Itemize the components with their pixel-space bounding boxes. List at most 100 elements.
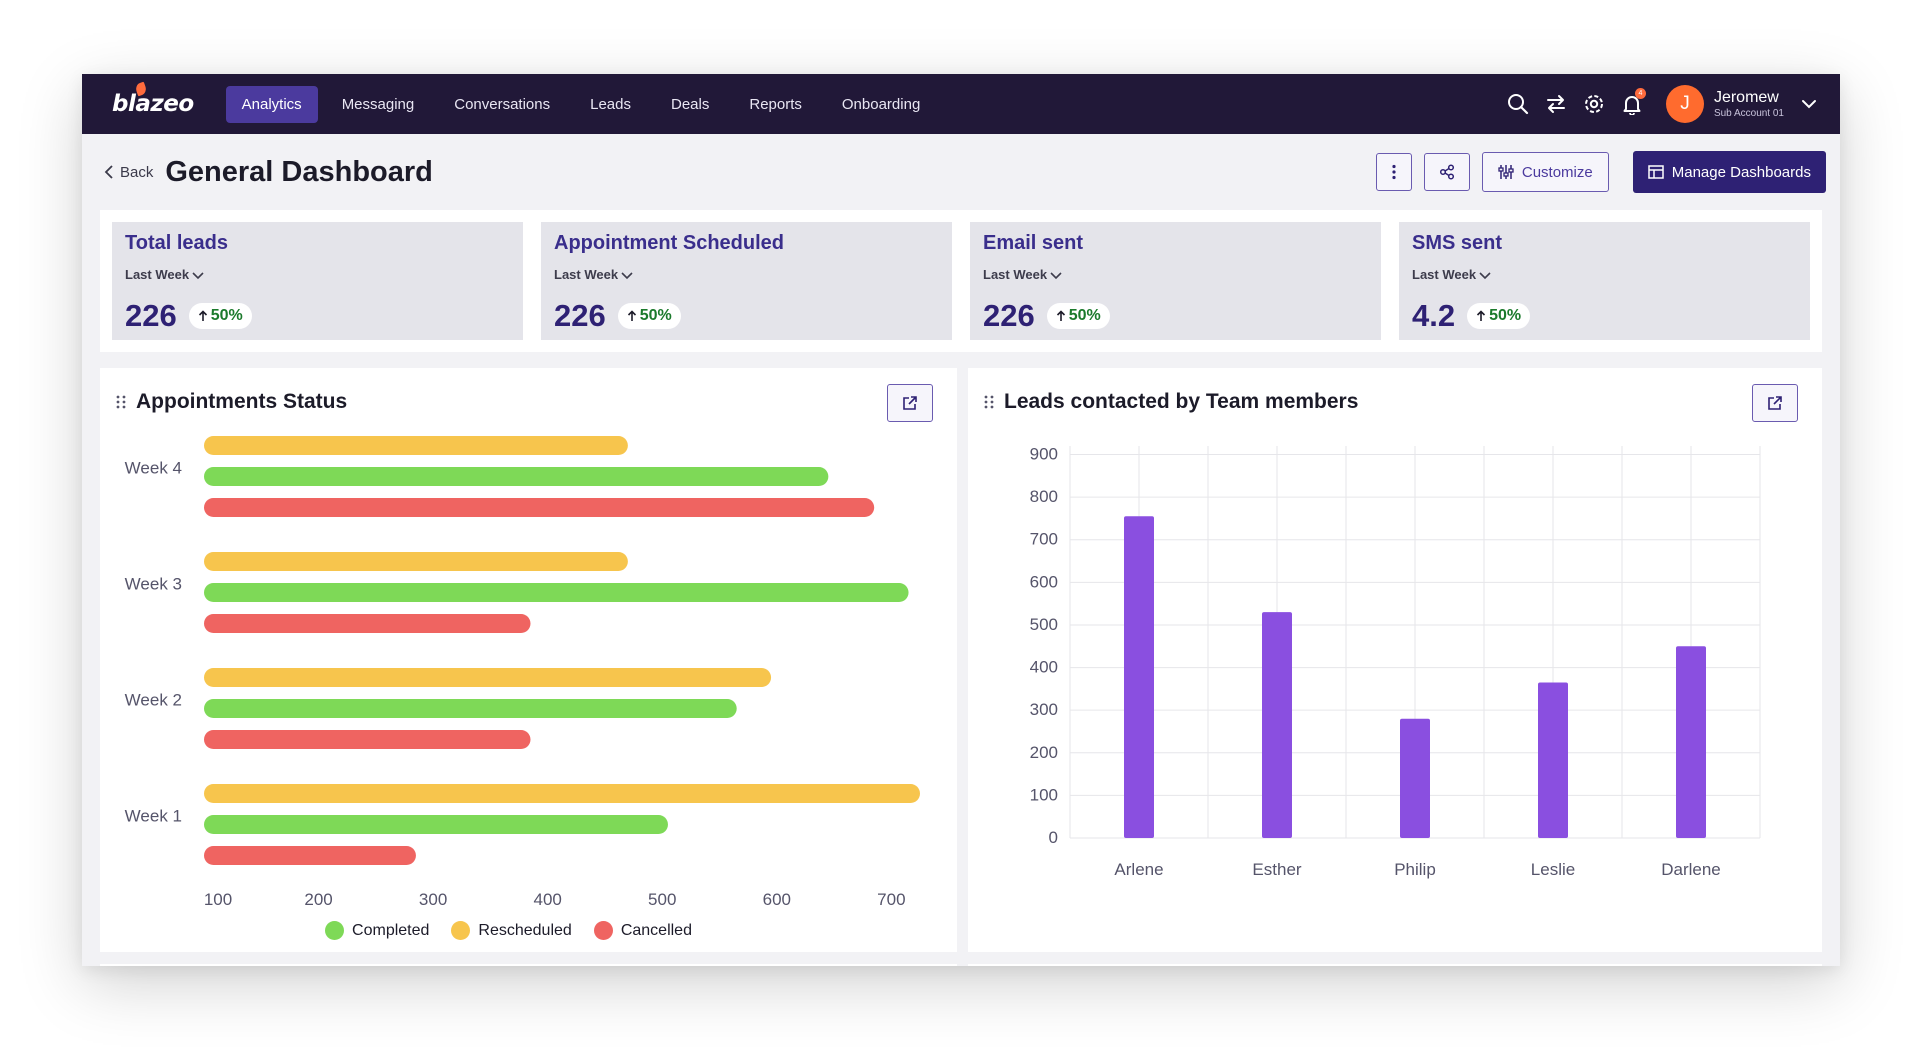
period-dropdown[interactable]: Last Week xyxy=(983,267,1368,282)
period-label: Last Week xyxy=(1412,267,1477,282)
chevron-down-icon[interactable] xyxy=(1800,95,1818,113)
bell-icon[interactable]: 4 xyxy=(1620,88,1646,116)
nav-item-onboarding[interactable]: Onboarding xyxy=(841,95,921,113)
external-link-icon xyxy=(1768,396,1782,410)
panel-title: Leads contacted by Team members xyxy=(1004,390,1359,413)
avatar: J xyxy=(1665,85,1704,123)
drag-handle-icon[interactable] xyxy=(984,395,994,409)
stat-card-total-leads[interactable]: Total leads Last Week 226 50% xyxy=(112,222,523,340)
bar-rescheduled xyxy=(204,668,772,687)
x-tick-label: 400 xyxy=(533,890,561,909)
legend-label: Cancelled xyxy=(620,921,692,939)
bar-cancelled xyxy=(204,614,531,633)
kebab-menu-icon xyxy=(1392,164,1396,180)
switch-arrows-icon[interactable] xyxy=(1544,92,1568,116)
user-sub-account: Sub Account 01 xyxy=(1713,107,1784,119)
chevron-left-icon xyxy=(104,165,113,179)
bar-cancelled xyxy=(204,498,875,517)
stat-value: 226 xyxy=(125,298,177,333)
arrow-up-icon xyxy=(1056,310,1065,321)
y-tick-label: 400 xyxy=(1030,658,1058,677)
week-label: Week 1 xyxy=(125,807,182,826)
back-button[interactable]: Back xyxy=(104,164,153,181)
legend-dot xyxy=(451,921,471,940)
legend-label: Rescheduled xyxy=(478,921,572,939)
legend-rescheduled[interactable]: Rescheduled xyxy=(451,921,572,940)
stat-card-sms-sent[interactable]: SMS sent Last Week 4.2 50% xyxy=(1399,222,1810,340)
change-badge: 50% xyxy=(1467,303,1531,329)
search-icon[interactable] xyxy=(1506,92,1530,116)
notification-badge: 4 xyxy=(1634,88,1646,99)
chart-legend: Completed Rescheduled Cancelled xyxy=(100,921,957,940)
y-tick-label: 600 xyxy=(1030,572,1058,591)
logo-text: blazeo xyxy=(112,91,194,117)
stat-value: 226 xyxy=(983,298,1035,333)
bar-completed xyxy=(204,467,829,486)
period-dropdown[interactable]: Last Week xyxy=(125,267,510,282)
stat-value: 226 xyxy=(554,298,606,333)
gear-icon[interactable] xyxy=(1582,92,1606,116)
customize-label: Customize xyxy=(1521,163,1593,181)
appointments-status-panel: Appointments Status Week 4 Week 3 Week 2 We… xyxy=(100,368,957,952)
blazeo-logo[interactable]: blazeo xyxy=(112,81,194,117)
bar-rescheduled xyxy=(204,552,628,571)
bar-philip xyxy=(1400,718,1430,838)
nav-item-reports[interactable]: Reports xyxy=(749,95,802,113)
chevron-down-icon xyxy=(621,271,633,279)
customize-button[interactable]: Customize xyxy=(1481,152,1609,192)
bar-rescheduled xyxy=(204,436,628,455)
app-window: blazeo Analytics Messaging Conversations… xyxy=(82,74,1840,966)
stat-cards: Total leads Last Week 226 50% Appointmen… xyxy=(100,210,1822,352)
legend-cancelled[interactable]: Cancelled xyxy=(593,921,692,940)
x-tick-label: 500 xyxy=(648,890,676,909)
y-tick-label: 500 xyxy=(1030,615,1058,634)
x-tick-label: Arlene xyxy=(1114,860,1163,879)
period-dropdown[interactable]: Last Week xyxy=(554,267,939,282)
page-title: General Dashboard xyxy=(165,155,433,188)
x-tick-label: 100 xyxy=(204,890,232,909)
manage-dashboards-button[interactable]: Manage Dashboards xyxy=(1632,151,1826,193)
bar-rescheduled xyxy=(204,784,920,803)
appointments-bar-chart: Week 4 Week 3 Week 2 Week 1 100 200 300 400 500 6… xyxy=(125,436,920,909)
user-menu[interactable]: J Jeromew Sub Account 01 xyxy=(1665,85,1818,123)
page-header: Back General Dashboard Customize Manage … xyxy=(82,134,1840,210)
chevron-down-icon xyxy=(192,271,204,279)
stat-title: SMS sent xyxy=(1412,232,1503,254)
next-panel-edge xyxy=(968,964,1822,966)
bar-esther xyxy=(1262,612,1292,838)
dashboard-layout-icon xyxy=(1647,165,1664,179)
stat-card-email-sent[interactable]: Email sent Last Week 226 50% xyxy=(970,222,1381,340)
share-icon xyxy=(1439,164,1454,180)
x-tick-label: Esther xyxy=(1252,860,1301,879)
y-tick-label: 800 xyxy=(1030,487,1058,506)
stat-title: Email sent xyxy=(983,232,1084,254)
change-value: 50% xyxy=(1068,307,1101,324)
nav-item-deals[interactable]: Deals xyxy=(671,95,710,113)
chevron-down-icon xyxy=(1050,271,1062,279)
legend-label: Completed xyxy=(352,921,430,939)
share-button[interactable] xyxy=(1423,153,1470,191)
bar-completed xyxy=(204,583,909,602)
nav-item-leads[interactable]: Leads xyxy=(590,95,631,113)
open-external-button[interactable] xyxy=(887,384,933,422)
y-tick-label: 200 xyxy=(1030,743,1058,762)
x-tick-label: 300 xyxy=(419,890,447,909)
legend-completed[interactable]: Completed xyxy=(325,921,429,940)
legend-dot xyxy=(325,921,345,940)
stat-value: 4.2 xyxy=(1412,298,1456,333)
week-label: Week 2 xyxy=(125,691,182,710)
stat-card-appointment-scheduled[interactable]: Appointment Scheduled Last Week 226 50% xyxy=(541,222,952,340)
nav-item-conversations[interactable]: Conversations xyxy=(454,95,551,113)
arrow-up-icon xyxy=(198,310,207,321)
open-external-button[interactable] xyxy=(1752,384,1798,422)
drag-handle-icon[interactable] xyxy=(116,395,126,409)
period-dropdown[interactable]: Last Week xyxy=(1412,267,1797,282)
external-link-icon xyxy=(903,396,917,410)
change-value: 50% xyxy=(210,307,243,324)
bar-cancelled xyxy=(204,846,416,865)
change-value: 50% xyxy=(639,307,672,324)
y-tick-label: 100 xyxy=(1030,785,1058,804)
nav-item-analytics[interactable]: Analytics xyxy=(225,85,318,123)
nav-item-messaging[interactable]: Messaging xyxy=(341,95,415,113)
more-options-button[interactable] xyxy=(1375,153,1412,191)
